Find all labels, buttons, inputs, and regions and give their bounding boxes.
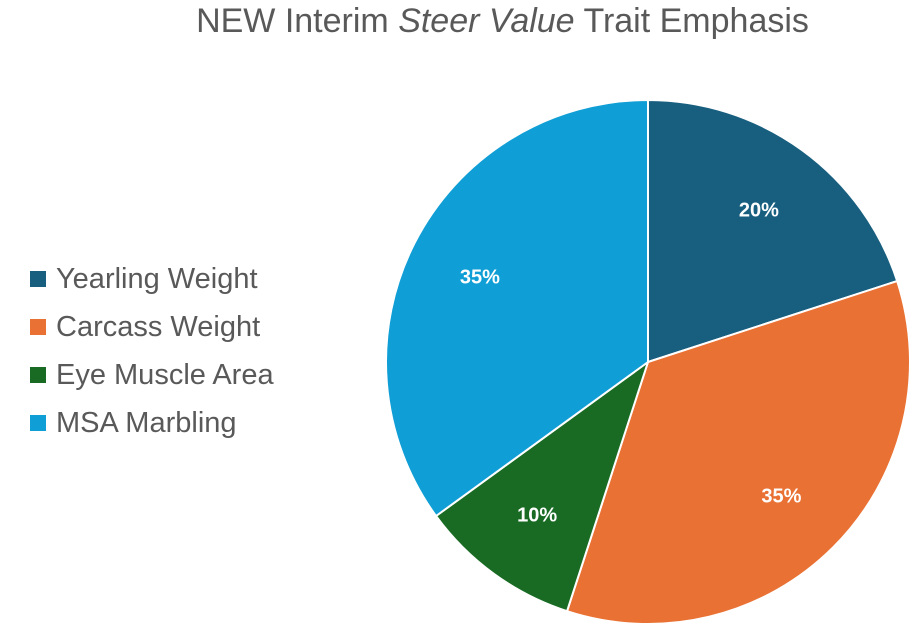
pie-slices xyxy=(385,99,911,625)
chart-title: NEW Interim Steer Value Trait Emphasis xyxy=(0,2,920,41)
legend-swatch-carcass-weight xyxy=(30,319,46,335)
data-label-yearling-weight: 20% xyxy=(739,199,779,221)
legend-item-msa-marbling: MSA Marbling xyxy=(30,399,274,447)
title-prefix: NEW Interim xyxy=(196,2,399,40)
pie-data-labels: 20% 35% 10% 35% xyxy=(460,199,802,526)
legend-label-msa-marbling: MSA Marbling xyxy=(56,406,237,439)
data-label-carcass-weight: 35% xyxy=(761,485,801,507)
chart-legend: Yearling Weight Carcass Weight Eye Muscl… xyxy=(30,255,274,447)
legend-item-yearling-weight: Yearling Weight xyxy=(30,255,274,303)
legend-label-yearling-weight: Yearling Weight xyxy=(56,262,258,295)
legend-swatch-eye-muscle-area xyxy=(30,367,46,383)
pie-slice-carcass-weight xyxy=(566,280,911,625)
legend-label-eye-muscle-area: Eye Muscle Area xyxy=(56,358,274,391)
data-label-eye-muscle-area: 10% xyxy=(517,505,557,527)
pie-slice-yearling-weight xyxy=(647,99,899,363)
legend-swatch-yearling-weight xyxy=(30,271,46,287)
legend-item-eye-muscle-area: Eye Muscle Area xyxy=(30,351,274,399)
legend-label-carcass-weight: Carcass Weight xyxy=(56,310,261,343)
legend-swatch-msa-marbling xyxy=(30,415,46,431)
data-label-msa-marbling: 35% xyxy=(460,266,500,288)
pie-slice-eye-muscle-area xyxy=(435,361,649,613)
title-suffix: Trait Emphasis xyxy=(574,2,809,40)
legend-item-carcass-weight: Carcass Weight xyxy=(30,303,274,351)
pie-slice-msa-marbling xyxy=(385,99,649,517)
title-emphasis: Steer Value xyxy=(398,2,575,40)
